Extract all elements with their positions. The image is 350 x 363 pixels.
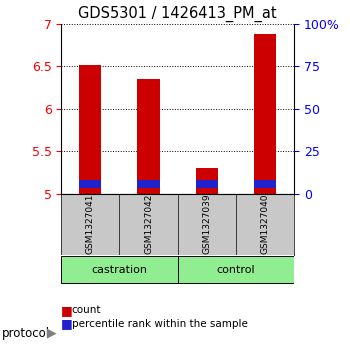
Bar	[196, 180, 218, 188]
Text: ■: ■	[61, 304, 73, 317]
Text: GSM1327040: GSM1327040	[260, 194, 270, 254]
Text: GSM1327041: GSM1327041	[86, 194, 95, 254]
FancyBboxPatch shape	[177, 256, 294, 284]
Text: count: count	[72, 305, 101, 315]
Bar	[138, 180, 160, 188]
Bar	[254, 34, 276, 194]
Text: ■: ■	[61, 317, 73, 330]
Text: control: control	[217, 265, 255, 275]
Title: GDS5301 / 1426413_PM_at: GDS5301 / 1426413_PM_at	[78, 6, 277, 22]
Bar	[79, 65, 102, 194]
Text: castration: castration	[91, 265, 147, 275]
Bar	[138, 79, 160, 194]
Text: protocol: protocol	[2, 327, 50, 340]
Bar	[79, 180, 102, 188]
Text: GSM1327042: GSM1327042	[144, 194, 153, 254]
Bar	[196, 168, 218, 194]
Text: GSM1327039: GSM1327039	[202, 194, 211, 254]
FancyBboxPatch shape	[61, 256, 177, 284]
Text: ▶: ▶	[47, 327, 57, 340]
Text: percentile rank within the sample: percentile rank within the sample	[72, 319, 248, 329]
Bar	[254, 180, 276, 188]
